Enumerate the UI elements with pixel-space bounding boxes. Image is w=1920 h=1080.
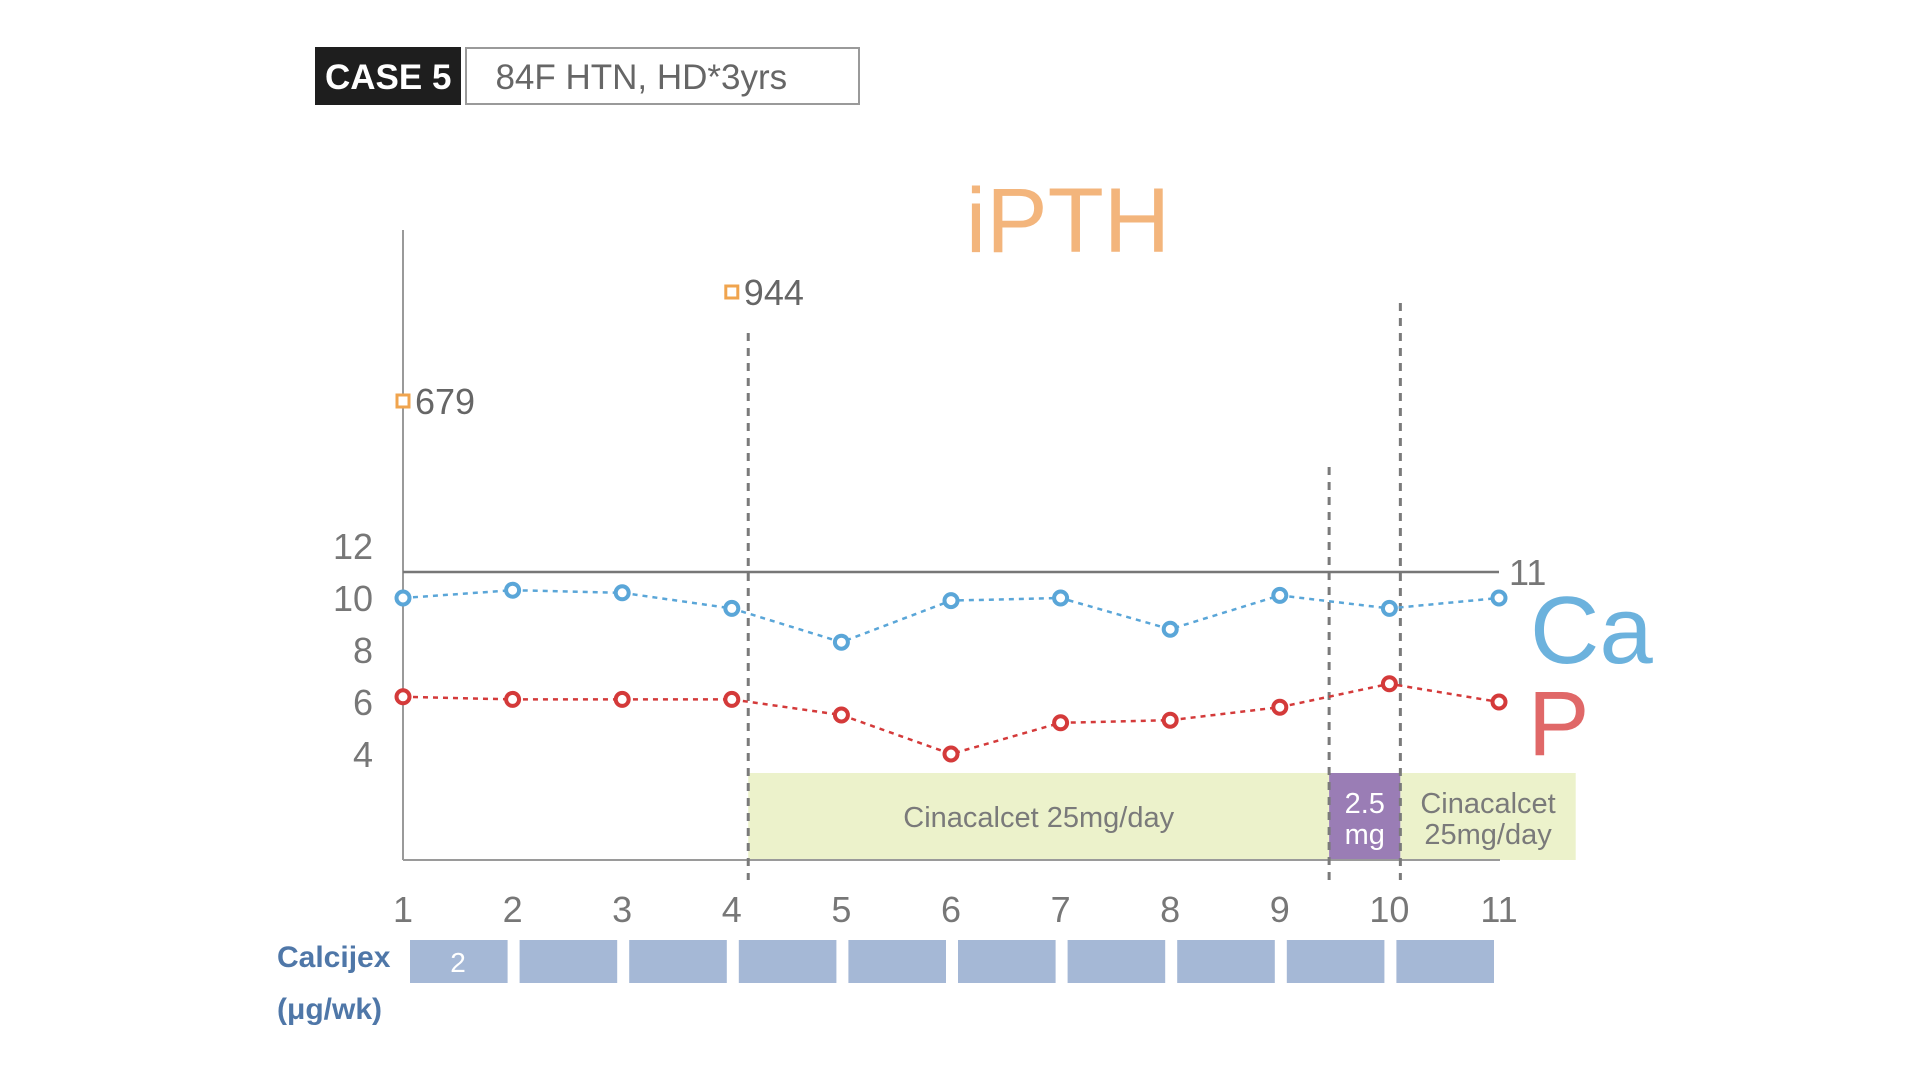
treatment-bands: Cinacalcet 25mg/day 2.5mg Cinacalcet25mg/d…: [748, 773, 1576, 860]
calcijex-segment: [1067, 940, 1166, 983]
chart-title: iPTH: [966, 170, 1170, 272]
x-tick-label: 1: [393, 889, 413, 930]
treatment-label: Cinacalcet 25mg/day: [903, 802, 1174, 834]
treatment-band-3: [1400, 773, 1576, 860]
point-p-2: [504, 690, 522, 708]
calcijex-segment: [1286, 940, 1385, 983]
calcijex-row: Calcijex (μg/wk) 2: [277, 940, 1494, 1026]
calcijex-segment: [958, 940, 1056, 983]
series-label-p: P: [1528, 673, 1589, 775]
x-tick-label: 6: [941, 889, 961, 930]
calcijex-segment: [629, 940, 727, 983]
point-ca-11: [1490, 589, 1508, 607]
point-ca-2: [504, 581, 522, 599]
point-p-10: [1380, 675, 1398, 693]
point-ca-8: [1161, 620, 1179, 638]
y-tick-label: 8: [353, 630, 373, 671]
y-tick-label: 4: [353, 734, 373, 775]
x-tick-label: 10: [1369, 889, 1409, 930]
x-tick-label: 3: [612, 889, 632, 930]
x-tick-label: 5: [831, 889, 851, 930]
treatment-label: 2.5: [1345, 788, 1385, 820]
ipth-marker-1: [395, 393, 411, 409]
point-p-9: [1271, 698, 1289, 716]
series-group: [394, 581, 1508, 763]
calcijex-label: Calcijex: [277, 941, 391, 974]
reference-line-group: 11: [403, 552, 1546, 593]
treatment-label: mg: [1345, 819, 1385, 851]
event-lines: [746, 303, 1402, 880]
point-ca-7: [1052, 589, 1070, 607]
treatment-label: Cinacalcet: [1420, 788, 1555, 820]
calcijex-segment: [410, 940, 508, 983]
ipth-group: 679 944: [395, 272, 804, 422]
point-p-4: [723, 690, 741, 708]
y-tick-label: 6: [353, 682, 373, 723]
ipth-value-label: 944: [744, 272, 804, 313]
calcijex-segment: [848, 940, 946, 983]
calcijex-segment: [1396, 940, 1494, 983]
ipth-value-label: 679: [415, 381, 475, 422]
point-ca-4: [723, 599, 741, 617]
x-tick-label: 9: [1270, 889, 1290, 930]
series-label-ca: Ca: [1530, 577, 1653, 684]
treatment-label: 25mg/day: [1424, 819, 1552, 851]
series-line-p: [402, 682, 1500, 756]
point-p-7: [1052, 714, 1070, 732]
point-ca-6: [942, 592, 960, 610]
point-ca-1: [394, 589, 412, 607]
point-p-11: [1490, 693, 1508, 711]
calcijex-label: (μg/wk): [277, 993, 382, 1026]
case-description: 84F HTN, HD*3yrs: [465, 47, 861, 105]
point-ca-9: [1271, 586, 1289, 604]
calcijex-dose-label: 2: [450, 947, 466, 978]
calcijex-segment: [519, 940, 618, 983]
point-ca-10: [1380, 599, 1398, 617]
x-tick-label: 8: [1160, 889, 1180, 930]
case-header: CASE 5 84F HTN, HD*3yrs: [315, 47, 861, 105]
x-tick-label: 2: [503, 889, 523, 930]
x-tick-label: 4: [722, 889, 742, 930]
treatment-band-1: [748, 773, 1330, 860]
point-p-8: [1161, 711, 1179, 729]
ipth-marker-4: [724, 284, 740, 300]
x-tick-label: 11: [1480, 889, 1517, 930]
point-p-5: [832, 706, 850, 724]
x-tick-label: 7: [1051, 889, 1071, 930]
calcijex-segment: [738, 940, 837, 983]
point-p-1: [394, 688, 412, 706]
treatment-band-2: [1329, 773, 1401, 860]
point-p-3: [613, 690, 631, 708]
calcijex-segment: [1177, 940, 1275, 983]
y-tick-label: 10: [333, 578, 373, 619]
point-ca-5: [832, 633, 850, 651]
y-tick-label: 12: [333, 526, 373, 567]
point-p-6: [942, 745, 960, 763]
point-ca-3: [613, 584, 631, 602]
case-tag: CASE 5: [315, 47, 462, 105]
reference-line-label: 11: [1509, 552, 1546, 593]
